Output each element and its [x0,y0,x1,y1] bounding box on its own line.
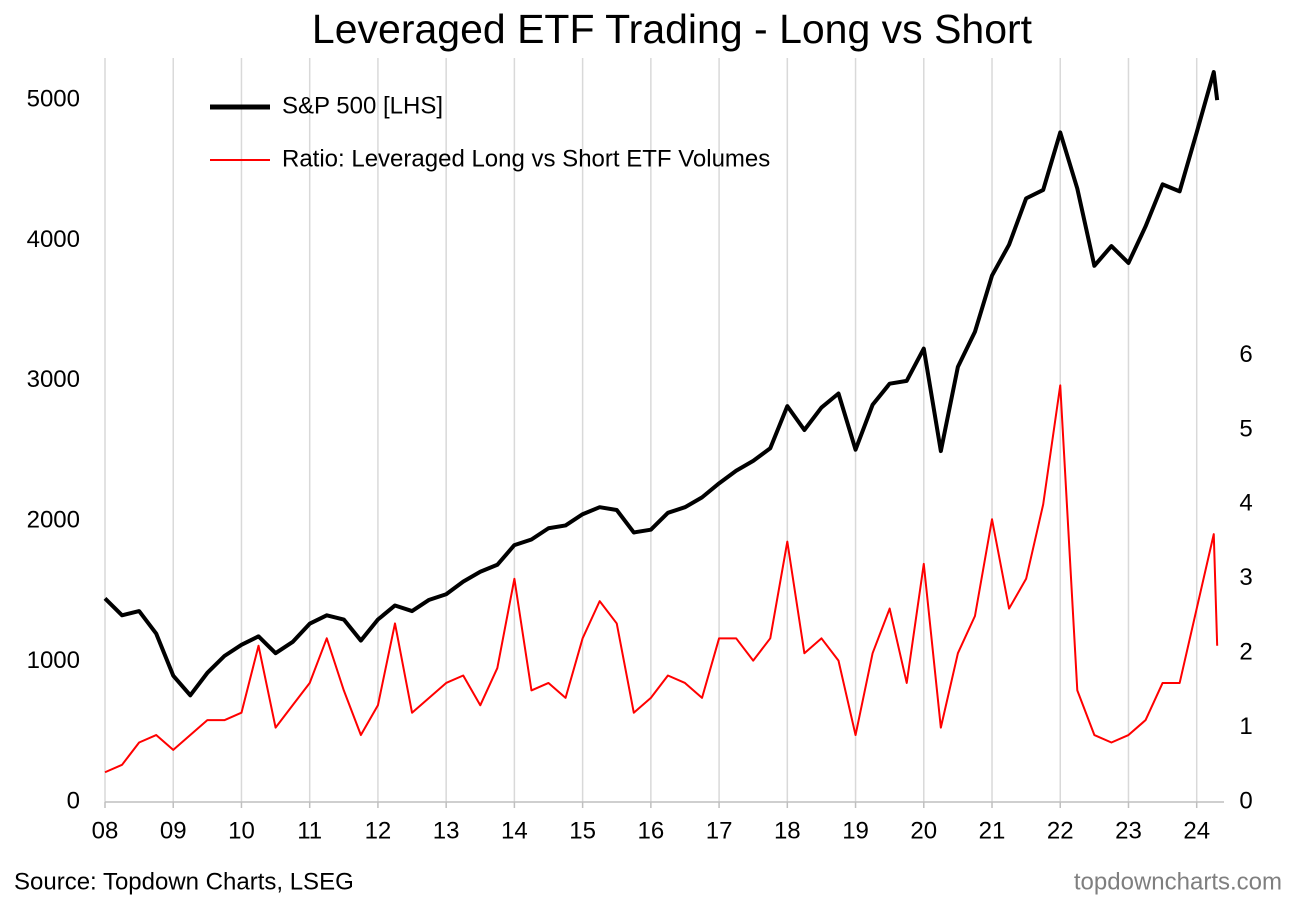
legend-label: Ratio: Leveraged Long vs Short ETF Volum… [282,145,770,172]
x-tick-label: 11 [297,817,322,844]
x-tick-label: 18 [774,817,801,844]
x-tick-label: 13 [433,817,460,844]
x-tick-label: 15 [569,817,596,844]
y2-tick-label: 6 [1239,341,1252,368]
x-tick-label: 16 [638,817,665,844]
series-line [104,384,1219,774]
x-tick-label: 23 [1115,817,1142,844]
watermark: topdowncharts.com [1074,868,1282,895]
x-tick-label: 12 [365,817,392,844]
y-tick-label: 3000 [27,366,80,393]
x-tick-label: 20 [910,817,937,844]
x-tick-label: 08 [92,817,119,844]
legend-label: S&P 500 [LHS] [282,92,443,119]
y-tick-label: 5000 [27,85,80,112]
chart-title: Leveraged ETF Trading - Long vs Short [312,6,1033,52]
y-tick-label: 0 [67,787,80,814]
y2-tick-label: 2 [1239,639,1252,666]
x-tick-label: 21 [979,817,1006,844]
series-line [103,70,1220,698]
x-tick-label: 14 [501,817,528,844]
x-tick-label: 22 [1047,817,1074,844]
y2-tick-label: 1 [1239,713,1252,740]
x-tick-label: 10 [228,817,255,844]
y-tick-label: 2000 [27,507,80,534]
x-tick-label: 24 [1183,817,1210,844]
x-tick-label: 19 [842,817,869,844]
y2-tick-label: 4 [1239,490,1252,517]
x-tick-label: 09 [160,817,187,844]
source: Source: Topdown Charts, LSEG [14,868,354,895]
y2-tick-label: 0 [1239,787,1252,814]
y2-tick-label: 3 [1239,564,1252,591]
x-tick-label: 17 [706,817,733,844]
y-tick-label: 1000 [27,647,80,674]
y2-tick-label: 5 [1239,415,1252,442]
y-tick-label: 4000 [27,226,80,253]
